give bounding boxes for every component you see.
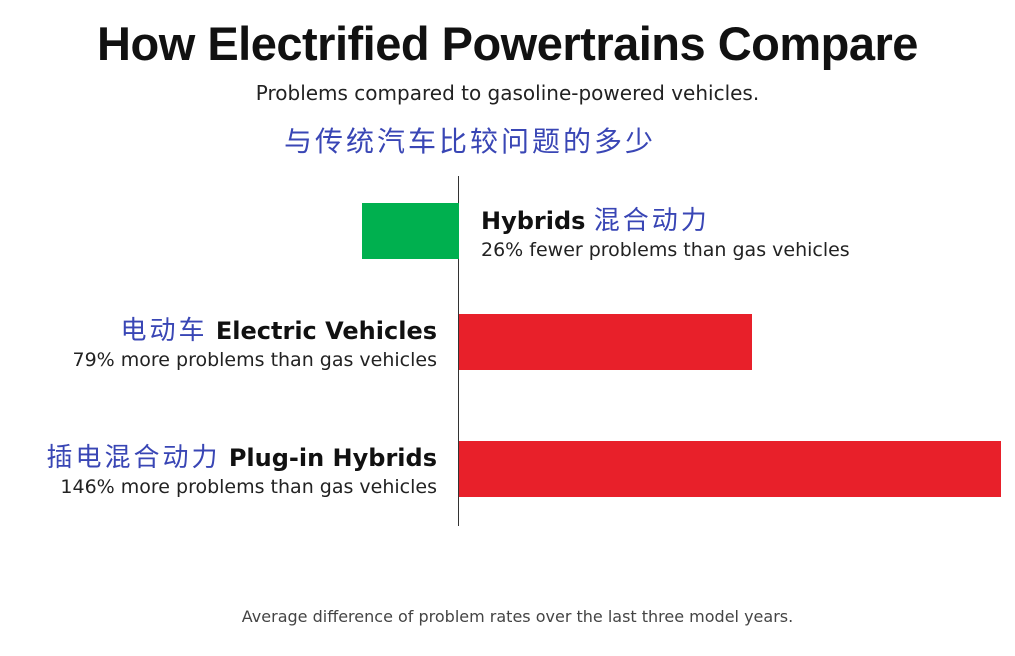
bar-electric-vehicles	[459, 314, 753, 370]
series-description: 79% more problems than gas vehicles	[72, 349, 437, 371]
series-name-chinese: 电动车	[120, 316, 208, 346]
chart-subtitle: Problems compared to gasoline-powered ve…	[255, 81, 760, 105]
bar-plug-in-hybrids	[459, 441, 1001, 497]
label-electric-vehicles: 电动车 Electric Vehicles 79% more problems t…	[72, 310, 437, 371]
series-name-line: 插电混合动力 Plug-in Hybrids	[46, 437, 437, 474]
series-name-chinese: 插电混合动力	[46, 443, 221, 473]
label-plug-in-hybrids: 插电混合动力 Plug-in Hybrids 146% more problems…	[46, 437, 437, 498]
series-name-line: Hybrids 混合动力	[481, 200, 850, 237]
series-description: 146% more problems than gas vehicles	[60, 476, 437, 498]
series-name-chinese: 混合动力	[593, 206, 710, 236]
zero-axis-line	[458, 176, 459, 526]
series-name: Electric Vehicles	[215, 317, 437, 345]
series-name: Hybrids	[481, 207, 586, 235]
bar-hybrids	[362, 203, 459, 259]
chart-footnote: Average difference of problem rates over…	[241, 607, 794, 626]
series-name: Plug-in Hybrids	[228, 444, 437, 472]
label-hybrids: Hybrids 混合动力 26% fewer problems than gas …	[481, 200, 850, 261]
chart-subtitle-chinese: 与传统汽车比较问题的多少	[283, 125, 656, 158]
series-description: 26% fewer problems than gas vehicles	[481, 239, 850, 261]
series-name-line: 电动车 Electric Vehicles	[72, 310, 437, 347]
chart-title: How Electrified Powertrains Compare	[97, 17, 918, 70]
